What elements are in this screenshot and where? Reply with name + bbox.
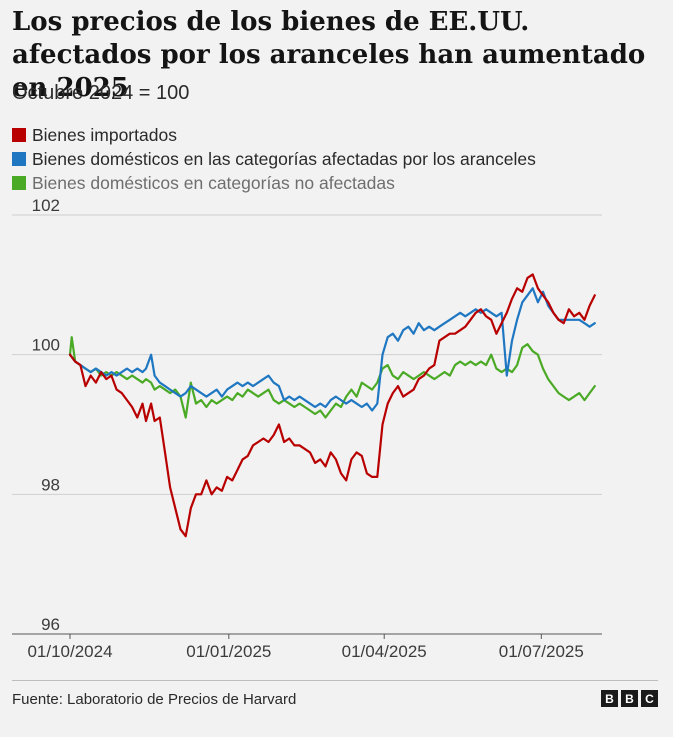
legend-swatch-domestic-unaffected [12,176,26,190]
chart-legend: Bienes importados Bienes domésticos en l… [12,123,536,195]
y-axis: 96 98 100 102 [32,196,60,634]
chart-series-lines [68,273,596,538]
y-tick-label-98: 98 [41,475,60,494]
legend-swatch-domestic-affected [12,152,26,166]
x-tick-label-3: 01/07/2025 [499,642,584,661]
chart-title: Los precios de los bienes de EE.UU. afec… [12,7,646,103]
x-tick-label-1: 01/01/2025 [186,642,271,661]
legend-swatch-imported [12,128,26,142]
legend-item-imported: Bienes importados [12,123,536,147]
source-note: Fuente: Laboratorio de Precios de Harvar… [12,691,297,708]
bbc-logo: B B C [601,690,658,707]
footer-divider [12,680,658,681]
y-tick-label-100: 100 [32,336,60,355]
legend-item-domestic-unaffected: Bienes domésticos en categorías no afect… [12,171,536,195]
bbc-logo-letter-3: C [641,690,658,707]
legend-label-domestic-affected: Bienes domésticos en las categorías afec… [32,148,536,169]
bbc-logo-letter-1: B [601,690,618,707]
series-line-2 [68,336,596,419]
series-line-0 [68,273,596,538]
y-tick-label-102: 102 [32,196,60,215]
y-tick-label-96: 96 [41,615,60,634]
bbc-logo-letter-2: B [621,690,638,707]
chart-gridlines [12,214,602,635]
x-tick-label-0: 01/10/2024 [27,642,112,661]
chart-subtitle: Octubre 2024 = 100 [12,82,190,104]
legend-label-domestic-unaffected: Bienes domésticos en categorías no afect… [32,172,395,193]
series-line-1 [68,287,596,412]
line-chart: 96 98 100 102 01/10/2024 01/01/2025 01/04/202… [12,196,602,661]
legend-item-domestic-affected: Bienes domésticos en las categorías afec… [12,147,536,171]
legend-label-imported: Bienes importados [32,124,177,145]
x-axis: 01/10/2024 01/01/2025 01/04/2025 01/07/2025 [27,634,584,661]
x-tick-label-2: 01/04/2025 [342,642,427,661]
